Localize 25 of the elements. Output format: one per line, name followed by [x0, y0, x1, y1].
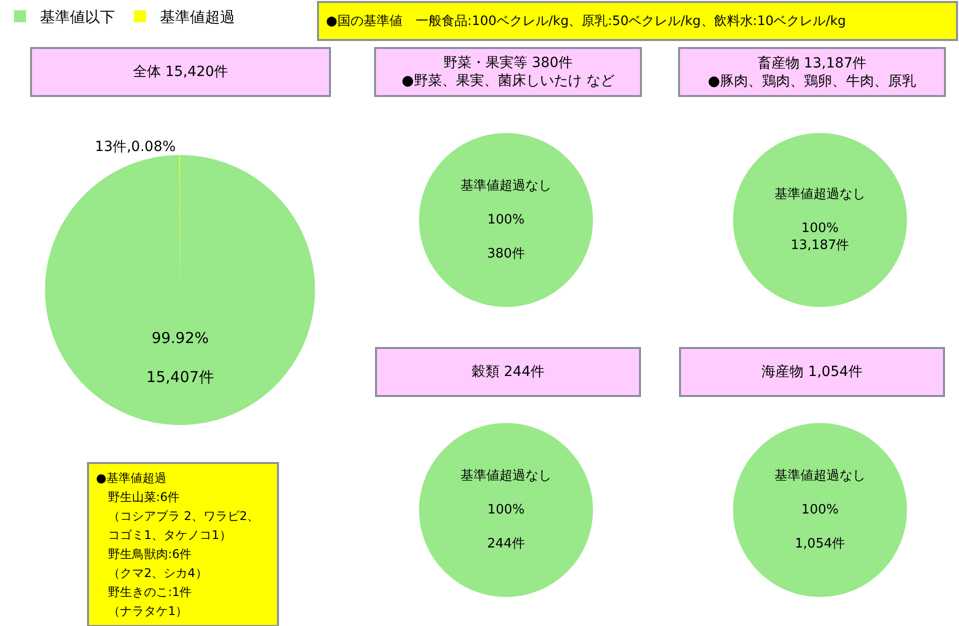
text: 全体 15,420件	[132, 64, 228, 80]
text: 基準値超過なし 100% 1,054件	[774, 468, 866, 552]
text: （クマ2、シカ4）	[108, 566, 208, 580]
text: 野生きのこ:1件	[108, 585, 192, 599]
chart-title: 穀類 244件	[471, 364, 545, 380]
text: 基準値超過なし 100% 244件	[460, 468, 552, 552]
text: 基準値超過なし 100% 13,187件	[774, 187, 866, 253]
text: ●基準値超過	[96, 471, 166, 485]
text: 基準値超過なし 100% 380件	[460, 178, 552, 262]
text: 野生鳥獣肉:6件	[108, 547, 192, 561]
text: ●国の基準値 一般食品:100ベクレル/kg、原乳:50ベクレル/kg、飲料水:10ベクレル/kg	[326, 14, 846, 29]
chart-title: 海産物 1,054件	[762, 364, 862, 380]
pie-slice	[45, 155, 315, 425]
chart-subtitle: ●野菜、果実、菌床しいたけ など	[402, 73, 614, 90]
legend-label: 基準値以下	[40, 8, 115, 26]
legend-label: 基準値超過	[160, 8, 235, 26]
chart-title: 野菜・果実等 380件	[443, 54, 573, 71]
text: 野生山菜:6件	[108, 490, 180, 504]
text: （ナラタケ1）	[108, 604, 188, 618]
data-label: 13件,0.08%	[94, 139, 176, 155]
chart-subtitle: ●豚肉、鶏肉、鶏卵、牛肉、原乳	[708, 74, 916, 90]
chart-title: 畜産物 13,187件	[757, 54, 867, 72]
text: （コシアブラ 2、ワラビ2、	[108, 509, 260, 523]
text: 99.92% 15,407件	[146, 329, 214, 386]
text: コゴミ1、タケノコ1）	[108, 528, 232, 542]
